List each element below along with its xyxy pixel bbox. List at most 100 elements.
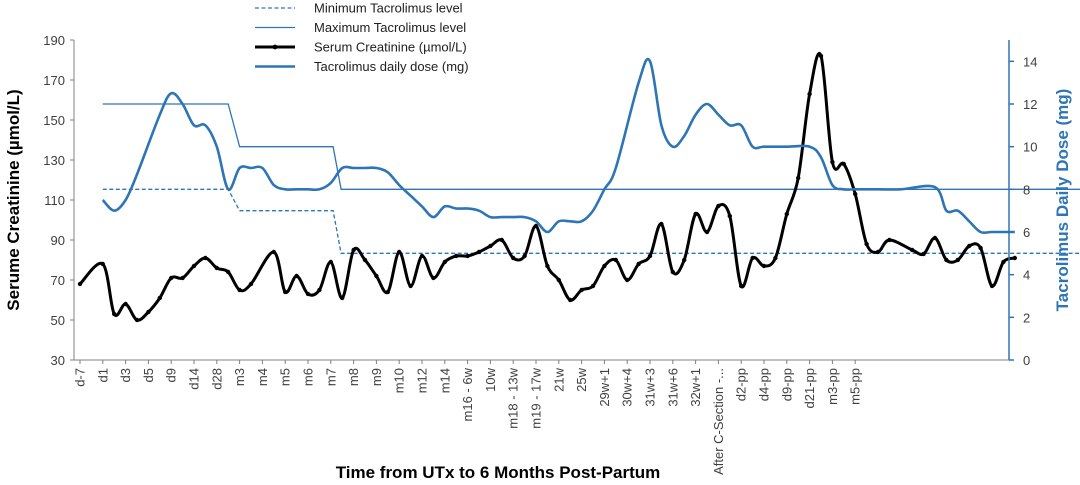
series-minimum-tacrolimus-level-line <box>102 188 1080 254</box>
x-tick-label: m5-pp <box>848 368 863 405</box>
creatinine-point <box>397 249 402 255</box>
creatinine-point <box>613 257 618 263</box>
creatinine-point <box>773 255 778 261</box>
creatinine-point <box>864 241 869 247</box>
creatinine-point <box>100 261 106 267</box>
y-left-tick-label: 150 <box>43 113 65 128</box>
x-tick-label: m10 <box>392 368 407 393</box>
y-left-tick-label: 190 <box>43 33 65 48</box>
creatinine-point <box>362 257 368 263</box>
creatinine-point <box>419 253 425 259</box>
creatinine-point <box>727 213 732 219</box>
axes: 30 50 70 90 110 130 150 170 190 0 2 4 6 8 10 12 14 d-7 d1 d… <box>43 33 1037 475</box>
x-tick-label: After C-Section -... <box>711 368 726 475</box>
creatinine-point <box>955 257 960 263</box>
x-tick-label: 25w <box>574 367 589 391</box>
creatinine-point <box>853 191 858 197</box>
legend-label: Maximum Tacrolimus level <box>314 20 466 35</box>
creatinine-point <box>636 261 641 267</box>
x-tick-label: m14 <box>437 368 452 393</box>
creatinine-point <box>340 295 345 301</box>
y-right-tick-label: 6 <box>1023 225 1030 240</box>
x-tick-label: 21w <box>551 367 566 391</box>
x-tick-label: m5 <box>278 368 293 386</box>
creatinine-point <box>841 161 846 167</box>
creatinine-point <box>590 283 596 289</box>
creatinine-point <box>670 269 675 275</box>
y-left-tick-label: 110 <box>44 193 65 208</box>
y-axis-title-left: Serume Creatinine (µmol/L) <box>4 89 23 310</box>
creatinine-point <box>818 53 824 59</box>
creatinine-point <box>203 255 208 261</box>
creatinine-point <box>226 269 231 275</box>
x-tick-label: m3 <box>232 368 247 386</box>
creatinine-point <box>761 263 767 269</box>
creatinine-point <box>1012 255 1017 261</box>
creatinine-point <box>123 301 128 307</box>
creatinine-point <box>522 253 527 259</box>
x-tick-label: d5 <box>141 368 156 382</box>
x-tick-label: 10w <box>483 367 498 391</box>
series-maximum-tacrolimus-level-line <box>102 103 1080 190</box>
creatinine-point <box>408 283 413 289</box>
creatinine-point <box>807 91 812 97</box>
x-tick-label: 29w+1 <box>597 368 612 407</box>
creatinine-point <box>180 275 185 281</box>
x-tick-label: d2-pp <box>734 368 749 401</box>
creatinine-point <box>305 291 311 297</box>
creatinine-point <box>271 249 276 255</box>
creatinine-point <box>910 247 915 253</box>
creatinine-point <box>556 277 561 283</box>
creatinine-point <box>351 247 356 253</box>
x-tick-label: 31w+3 <box>643 368 658 407</box>
x-tick-label: d28 <box>209 368 224 390</box>
creatinine-point <box>659 221 664 227</box>
x-tick-label: d14 <box>187 368 202 390</box>
creatinine-point <box>887 237 892 243</box>
creatinine-point <box>568 297 573 303</box>
y-right-tick-label: 8 <box>1023 182 1030 197</box>
y-left-tick-label: 170 <box>43 73 65 88</box>
x-tick-label: d4-pp <box>757 368 772 401</box>
creatinine-point <box>317 287 322 293</box>
creatinine-point <box>214 265 219 271</box>
x-tick-label: m4 <box>255 368 270 386</box>
creatinine-point <box>682 257 687 263</box>
x-tick-label: m3-pp <box>825 368 840 405</box>
x-axis-title: Time from UTx to 6 Months Post-Partum <box>336 463 661 482</box>
y-right-tick-label: 2 <box>1023 310 1030 325</box>
creatinine-point <box>476 249 482 255</box>
y-left-tick-label: 50 <box>51 313 65 328</box>
x-tick-label: m6 <box>301 368 316 386</box>
x-tick-label: m8 <box>346 368 361 386</box>
creatinine-point <box>442 259 447 265</box>
creatinine-point <box>750 255 755 261</box>
creatinine-point <box>944 257 949 263</box>
creatinine-point <box>511 255 516 261</box>
creatinine-point <box>830 159 835 165</box>
creatinine-point <box>248 281 254 287</box>
y-left-tick-label: 30 <box>51 353 65 368</box>
creatinine-point <box>739 283 744 289</box>
x-tick-label: 32w+1 <box>688 368 703 407</box>
y-right-tick-label: 4 <box>1023 268 1030 283</box>
creatinine-point <box>921 251 926 257</box>
creatinine-point <box>146 309 151 315</box>
y-left-tick-label: 90 <box>51 233 65 248</box>
x-tick-label: d9-pp <box>779 368 794 401</box>
creatinine-point <box>488 243 493 249</box>
legend-marker <box>272 44 278 50</box>
y-left-tick-label: 70 <box>51 273 65 288</box>
series-layer <box>77 52 1080 323</box>
creatinine-point <box>328 259 333 265</box>
creatinine-point <box>978 245 983 251</box>
x-tick-label: m9 <box>369 368 384 386</box>
y-right-tick-label: 10 <box>1023 140 1037 155</box>
series-serum-creatinine-mol-l-line <box>78 52 1016 322</box>
x-tick-label: m18 - 13w <box>506 367 521 428</box>
creatinine-point <box>1001 259 1006 265</box>
creatinine-point <box>134 317 140 323</box>
legend-label: Serum Creatinine (µmol/L) <box>314 40 467 55</box>
creatinine-point <box>545 263 550 269</box>
